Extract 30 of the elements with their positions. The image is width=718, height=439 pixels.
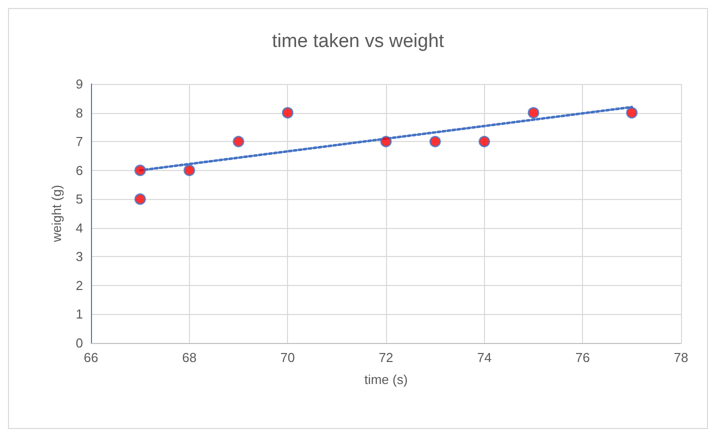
y-tick-label: 1: [76, 306, 83, 322]
y-tick-label: 9: [76, 76, 83, 92]
y-tick-label: 8: [76, 105, 83, 120]
point: [429, 136, 441, 148]
x-axis-title: time (s): [364, 372, 408, 387]
x-tick-label: 78: [674, 350, 688, 365]
point: [528, 107, 540, 119]
point: [282, 107, 294, 119]
y-tick-label: 7: [76, 134, 83, 150]
y-tick-label: 5: [76, 192, 83, 207]
y-tick-label: 4: [76, 220, 83, 236]
point: [134, 193, 146, 205]
x-tick-label: 76: [575, 350, 590, 365]
point: [478, 136, 490, 148]
chart-title: time taken vs weight: [272, 31, 445, 52]
x-tick-label: 74: [477, 350, 492, 365]
y-tick-label: 0: [76, 336, 83, 350]
point: [232, 136, 244, 148]
x-tick-label: 68: [182, 350, 197, 365]
point: [626, 107, 638, 119]
y-axis-title: weight (g): [49, 184, 64, 244]
x-tick-label: 72: [378, 350, 394, 365]
y-tick-label: 3: [76, 249, 83, 264]
y-tick-label: 2: [76, 278, 83, 293]
x-tick-label: 70: [280, 350, 295, 365]
x-tick-label: 66: [84, 350, 98, 365]
point: [184, 164, 196, 176]
point: [134, 164, 146, 176]
y-tick-label: 6: [76, 162, 83, 178]
point: [380, 136, 392, 148]
